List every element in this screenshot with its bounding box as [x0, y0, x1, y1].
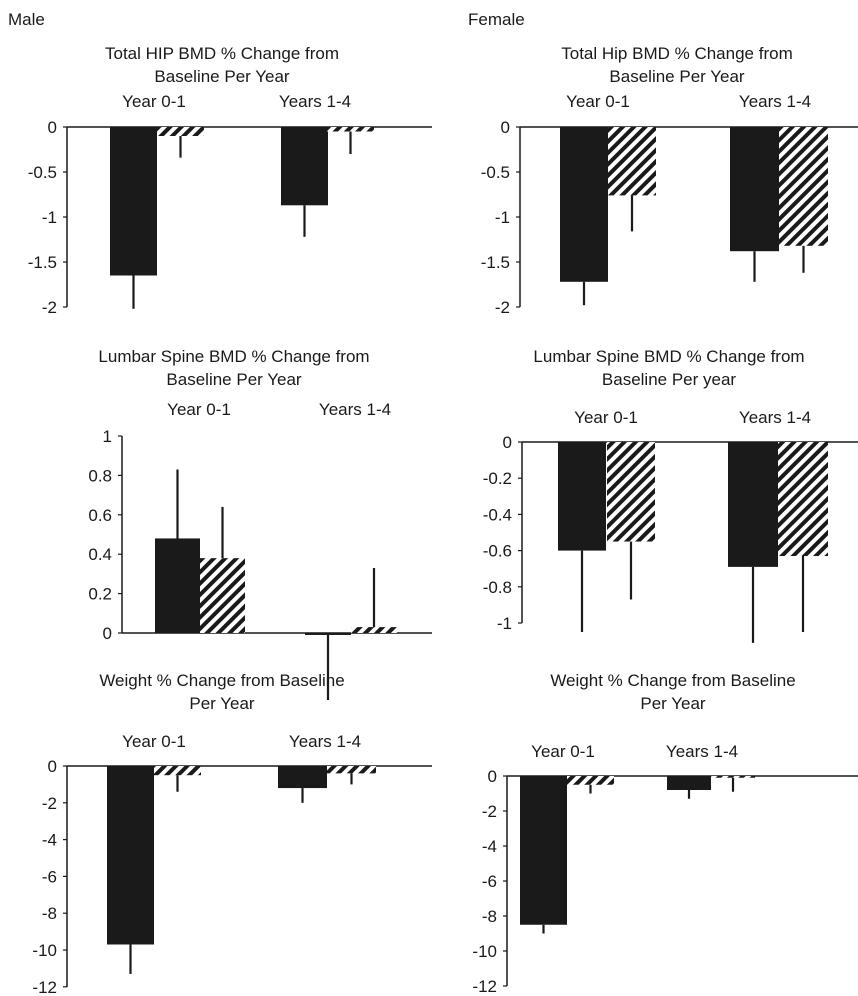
female-hip-title-line-1: Total Hip BMD % Change from — [561, 44, 792, 63]
male-weight-category-label: Years 1-4 — [289, 732, 361, 751]
male-weight-bar-hatched-1 — [154, 766, 201, 776]
female-hip-category-label: Year 0-1 — [566, 92, 630, 111]
female-spine-category-label: Years 1-4 — [739, 408, 811, 427]
female-weight-category-label: Year 0-1 — [531, 742, 595, 761]
male-weight-y-tick-label: -10 — [32, 941, 57, 960]
female-weight-y-tick-label: -4 — [482, 837, 497, 856]
male-spine-bar-solid-2 — [305, 633, 351, 635]
male-hip-category-label: Year 0-1 — [122, 92, 186, 111]
female-spine-y-tick-label: 0 — [503, 433, 512, 452]
female-hip-category-label: Years 1-4 — [739, 92, 811, 111]
female-weight-y-tick-label: -8 — [482, 907, 497, 926]
male-weight-title-line-2: Per Year — [189, 694, 255, 713]
male-weight-y-tick-label: -8 — [42, 904, 57, 923]
female-hip-title-line-2: Baseline Per Year — [609, 67, 744, 86]
male-hip-bar-hatched-1 — [157, 127, 204, 136]
male-spine-y-tick-label: 0.6 — [88, 506, 112, 525]
female-spine-bar-solid-1 — [558, 442, 606, 551]
male-spine-bar-hatched-2 — [351, 627, 397, 633]
male-hip-bar-solid-2 — [281, 127, 328, 206]
male-weight-bar-solid-1 — [107, 766, 154, 945]
male-weight-y-tick-label: -12 — [32, 978, 57, 996]
female-weight-y-tick-label: 0 — [488, 767, 497, 786]
male-spine-bar-solid-1 — [155, 538, 200, 633]
female-spine-y-tick-label: -0.2 — [483, 469, 512, 488]
male-spine-y-tick-label: 0.2 — [88, 585, 112, 604]
female-spine-y-tick-label: -0.6 — [483, 542, 512, 561]
male-hip-y-tick-label: 0 — [48, 118, 57, 137]
female-hip-y-tick-label: -0.5 — [481, 163, 510, 182]
female-hip-y-tick-label: 0 — [501, 118, 510, 137]
male-weight-category-label: Year 0-1 — [122, 732, 186, 751]
female-spine-y-tick-label: -1 — [497, 614, 512, 633]
male-spine-title-line-2: Baseline Per Year — [166, 370, 301, 389]
female-spine-bar-solid-2 — [728, 442, 778, 567]
male-hip-y-tick-label: -2 — [42, 298, 57, 317]
male-spine-category-label: Year 0-1 — [167, 400, 231, 419]
male-hip-title-line-1: Total HIP BMD % Change from — [105, 44, 339, 63]
male-hip-category-label: Years 1-4 — [279, 92, 351, 111]
male-spine-bar-hatched-1 — [200, 558, 245, 633]
female-weight-y-tick-label: -12 — [472, 977, 497, 996]
female-spine-category-label: Year 0-1 — [574, 408, 638, 427]
male-weight-bar-hatched-2 — [327, 766, 376, 774]
male-spine-title-line-1: Lumbar Spine BMD % Change from — [98, 347, 369, 366]
male-spine-y-tick-label: 0.4 — [88, 545, 112, 564]
female-weight-bar-solid-1 — [520, 776, 567, 925]
female-weight-category-label: Years 1-4 — [666, 742, 738, 761]
female-hip-bar-hatched-2 — [779, 127, 828, 246]
male-hip-y-tick-label: -0.5 — [28, 163, 57, 182]
female-hip-y-tick-label: -2 — [495, 298, 510, 317]
female-weight-title-line-1: Weight % Change from Baseline — [550, 671, 795, 690]
male-weight-y-tick-label: -2 — [42, 794, 57, 813]
female-hip-y-tick-label: -1 — [495, 208, 510, 227]
male-hip-y-tick-label: -1 — [42, 208, 57, 227]
female-spine-bar-hatched-1 — [607, 442, 655, 542]
female-weight-y-tick-label: -10 — [472, 942, 497, 961]
male-weight-bar-solid-2 — [278, 766, 327, 789]
female-spine-y-tick-label: -0.4 — [483, 505, 512, 524]
male-hip-bar-solid-1 — [110, 127, 157, 276]
female-hip-bar-solid-2 — [730, 127, 779, 252]
male-hip-bar-hatched-2 — [327, 127, 374, 132]
female-spine-title-line-1: Lumbar Spine BMD % Change from — [533, 347, 804, 366]
male-hip-y-tick-label: -1.5 — [28, 253, 57, 272]
female-spine-bar-hatched-2 — [778, 442, 828, 557]
female-weight-bar-solid-2 — [667, 776, 711, 790]
male-hip-title-line-2: Baseline Per Year — [154, 67, 289, 86]
female-spine-title-line-2: Baseline Per year — [602, 370, 737, 389]
male-column-label: Male — [8, 10, 45, 29]
female-weight-y-tick-label: -6 — [482, 872, 497, 891]
female-spine-y-tick-label: -0.8 — [483, 578, 512, 597]
female-weight-bar-hatched-1 — [567, 776, 614, 785]
male-spine-y-tick-label: 0 — [103, 624, 112, 643]
male-weight-y-tick-label: -6 — [42, 867, 57, 886]
male-spine-y-tick-label: 1 — [103, 427, 112, 446]
female-hip-bar-solid-1 — [560, 127, 608, 282]
female-hip-y-tick-label: -1.5 — [481, 253, 510, 272]
male-spine-category-label: Years 1-4 — [319, 400, 391, 419]
male-weight-y-tick-label: 0 — [48, 757, 57, 776]
male-weight-title-line-1: Weight % Change from Baseline — [99, 671, 344, 690]
male-spine-y-tick-label: 0.8 — [88, 466, 112, 485]
male-weight-y-tick-label: -4 — [42, 831, 57, 850]
female-weight-title-line-2: Per Year — [640, 694, 706, 713]
female-hip-bar-hatched-1 — [608, 127, 656, 196]
female-column-label: Female — [468, 10, 525, 29]
female-weight-y-tick-label: -2 — [482, 802, 497, 821]
female-weight-bar-hatched-2 — [711, 776, 755, 778]
